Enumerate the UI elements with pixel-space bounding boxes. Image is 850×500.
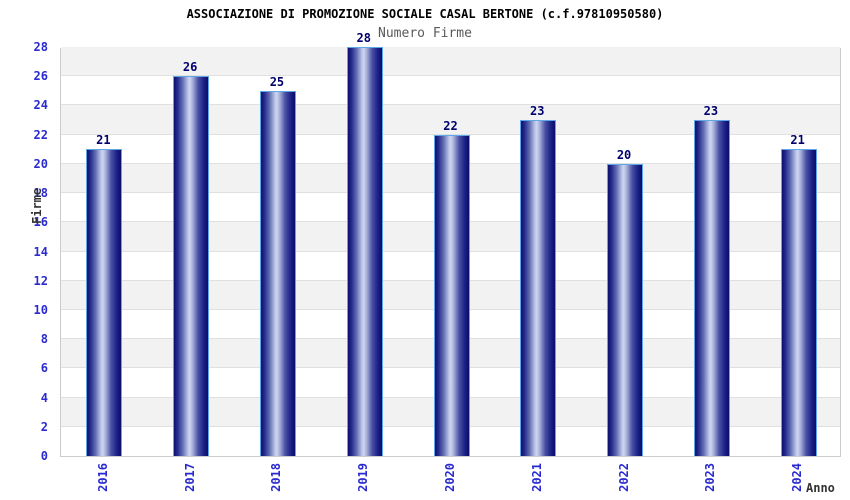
x-tick-label-2016: 2016 [95, 463, 110, 492]
y-tick-label: 22 [33, 127, 48, 142]
y-tick-label: 18 [33, 186, 48, 201]
y-tick-label: 24 [33, 98, 48, 113]
y-tick-label: 16 [33, 215, 48, 230]
x-tick-label-2018: 2018 [269, 463, 284, 492]
bar-2024 [780, 149, 817, 456]
y-tick-label: 4 [40, 390, 48, 405]
bar-2020 [433, 134, 470, 456]
y-tick-label: 8 [40, 332, 48, 347]
gridline [61, 104, 840, 106]
y-tick-label: 20 [33, 156, 48, 171]
bar-value-label: 21 [790, 133, 805, 148]
background-band [61, 47, 840, 77]
chart-title: ASSOCIAZIONE DI PROMOZIONE SOCIALE CASAL… [186, 7, 664, 21]
y-tick-label: 14 [33, 244, 48, 259]
y-tick-label: 2 [40, 419, 48, 434]
chart-subtitle: Numero Firme [378, 26, 472, 41]
bar-2023 [693, 120, 730, 456]
y-axis-title: Firme [30, 187, 44, 224]
y-tick-label: 12 [33, 273, 48, 288]
gridline [61, 75, 840, 77]
bar-value-label: 20 [616, 147, 632, 162]
plot-area [60, 47, 841, 457]
x-tick-label-2020: 2020 [443, 463, 458, 492]
bar-2022 [607, 163, 644, 456]
bar-value-label: 25 [269, 74, 285, 89]
x-tick-label-2024: 2024 [790, 463, 805, 492]
x-tick-label-2022: 2022 [616, 463, 631, 492]
y-tick-label: 28 [33, 40, 48, 54]
x-axis-title: Anno [806, 481, 835, 495]
y-tick-label: 26 [33, 69, 48, 84]
x-tick-label-2021: 2021 [529, 463, 544, 492]
bar-2018 [259, 90, 296, 456]
bar-value-label: 21 [96, 133, 111, 148]
gridline [61, 133, 840, 135]
x-tick-label-2019: 2019 [356, 463, 371, 492]
bar-value-label: 23 [703, 104, 719, 119]
x-tick-label-2023: 2023 [703, 463, 718, 492]
y-tick-label: 10 [33, 302, 48, 317]
bar-value-label: 26 [182, 60, 198, 75]
bar-2016 [86, 149, 123, 456]
bar-value-label: 28 [356, 31, 371, 45]
bar-2019 [346, 47, 383, 456]
x-tick-label-2017: 2017 [182, 463, 197, 492]
bar-2021 [520, 120, 557, 456]
y-tick-label: 0 [40, 449, 48, 463]
bar-2017 [173, 76, 210, 456]
bar-value-label: 22 [443, 118, 458, 133]
bar-value-label: 23 [530, 104, 545, 119]
y-tick-label: 6 [40, 361, 48, 376]
